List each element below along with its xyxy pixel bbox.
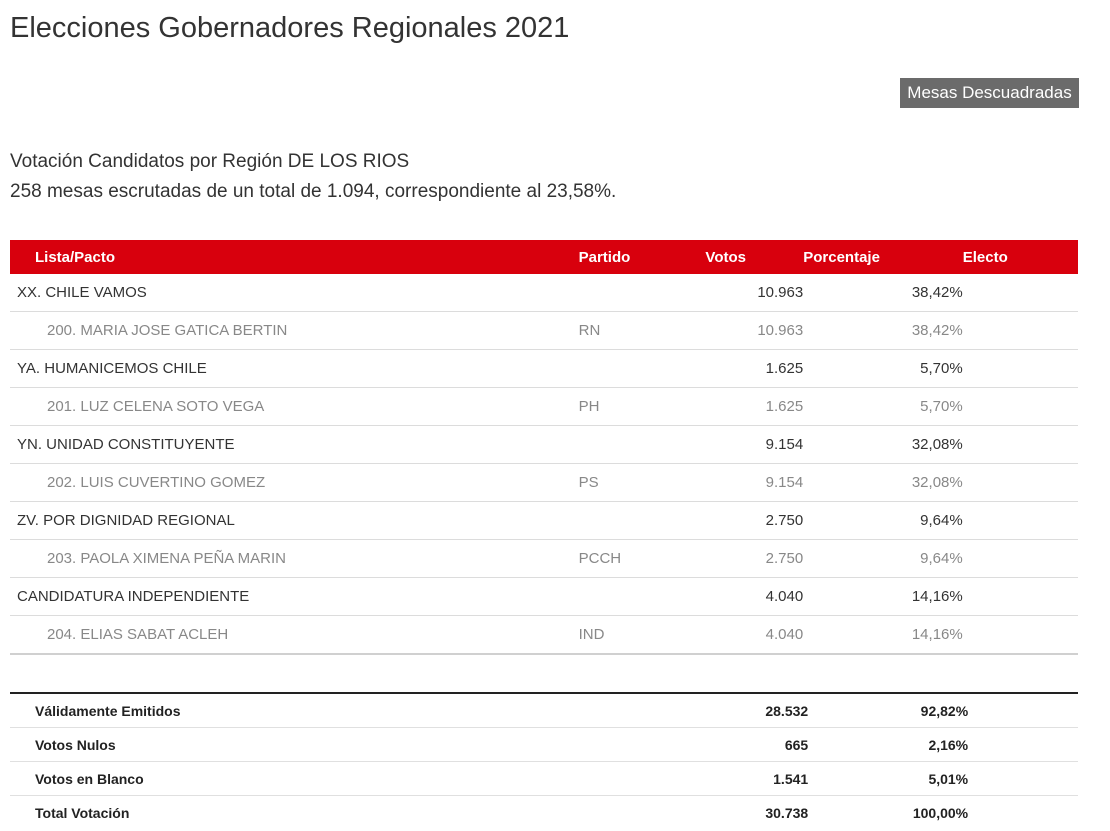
row-partido: PH bbox=[578, 387, 706, 426]
row-partido bbox=[578, 577, 706, 616]
row-partido: RN bbox=[578, 311, 706, 350]
row-name: CANDIDATURA INDEPENDIENTE bbox=[10, 577, 579, 616]
header-partido: Partido bbox=[578, 240, 706, 274]
row-votos: 4.040 bbox=[705, 615, 804, 655]
row-electo bbox=[962, 577, 1078, 616]
subtitle-mesas: 258 mesas escrutadas de un total de 1.09… bbox=[10, 181, 617, 202]
row-name: YN. UNIDAD CONSTITUYENTE bbox=[10, 425, 579, 464]
row-votos: 4.040 bbox=[705, 577, 804, 616]
totals-label: Votos en Blanco bbox=[10, 761, 584, 796]
row-electo bbox=[962, 387, 1078, 426]
totals-porcentaje: 2,16% bbox=[808, 727, 969, 762]
totals-row: Válidamente Emitidos 28.532 92,82% bbox=[10, 693, 1078, 728]
row-votos: 1.625 bbox=[705, 387, 804, 426]
row-partido: IND bbox=[578, 615, 706, 655]
totals-table: Válidamente Emitidos 28.532 92,82% Votos… bbox=[10, 692, 1078, 829]
row-votos: 9.154 bbox=[705, 463, 804, 502]
row-porcentaje: 14,16% bbox=[803, 615, 963, 655]
table-row: YA. HUMANICEMOS CHILE 1.625 5,70% bbox=[10, 349, 1078, 388]
header-porcentaje: Porcentaje bbox=[803, 240, 963, 274]
row-name: 201. LUZ CELENA SOTO VEGA bbox=[10, 387, 579, 426]
row-electo bbox=[962, 615, 1078, 655]
row-porcentaje: 32,08% bbox=[803, 425, 963, 464]
results-header-row: Lista/Pacto Partido Votos Porcentaje Ele… bbox=[10, 240, 1078, 274]
row-votos: 1.625 bbox=[705, 349, 804, 388]
results-table: Lista/Pacto Partido Votos Porcentaje Ele… bbox=[10, 240, 1078, 655]
row-partido bbox=[578, 349, 706, 388]
totals-row: Votos Nulos 665 2,16% bbox=[10, 727, 1078, 762]
row-name: ZV. POR DIGNIDAD REGIONAL bbox=[10, 501, 579, 540]
row-electo bbox=[962, 463, 1078, 502]
table-row: 201. LUZ CELENA SOTO VEGA PH 1.625 5,70% bbox=[10, 387, 1078, 426]
row-electo bbox=[962, 349, 1078, 388]
row-name: YA. HUMANICEMOS CHILE bbox=[10, 349, 579, 388]
totals-row: Total Votación 30.738 100,00% bbox=[10, 796, 1078, 830]
table-row: 203. PAOLA XIMENA PEÑA MARIN PCCH 2.750 … bbox=[10, 539, 1078, 578]
totals-label: Total Votación bbox=[35, 804, 130, 821]
row-name: 204. ELIAS SABAT ACLEH bbox=[10, 615, 579, 655]
row-votos: 10.963 bbox=[705, 274, 804, 312]
row-porcentaje: 9,64% bbox=[803, 539, 963, 578]
totals-row: Votos en Blanco 1.541 5,01% bbox=[10, 761, 1078, 796]
totals-votos: 1.541 bbox=[709, 761, 809, 796]
row-porcentaje: 38,42% bbox=[803, 274, 963, 312]
totals-porcentaje: 100,00% bbox=[912, 804, 969, 821]
table-row: 202. LUIS CUVERTINO GOMEZ PS 9.154 32,08… bbox=[10, 463, 1078, 502]
table-row: CANDIDATURA INDEPENDIENTE 4.040 14,16% bbox=[10, 577, 1078, 616]
table-row: YN. UNIDAD CONSTITUYENTE 9.154 32,08% bbox=[10, 425, 1078, 464]
page-title: Elecciones Gobernadores Regionales 2021 bbox=[10, 12, 570, 44]
totals-porcentaje: 92,82% bbox=[808, 693, 969, 728]
row-votos: 9.154 bbox=[705, 425, 804, 464]
subtitle: Votación Candidatos por Región DE LOS RI… bbox=[10, 147, 616, 207]
row-porcentaje: 9,64% bbox=[803, 501, 963, 540]
table-row: XX. CHILE VAMOS 10.963 38,42% bbox=[10, 274, 1078, 312]
subtitle-region: Votación Candidatos por Región DE LOS RI… bbox=[10, 151, 410, 172]
row-name: 202. LUIS CUVERTINO GOMEZ bbox=[10, 463, 579, 502]
totals-porcentaje: 5,01% bbox=[808, 761, 969, 796]
row-name: 200. MARIA JOSE GATICA BERTIN bbox=[10, 311, 579, 350]
mesas-descuadradas-button[interactable]: Mesas Descuadradas bbox=[900, 78, 1079, 108]
row-porcentaje: 38,42% bbox=[803, 311, 963, 350]
row-name: XX. CHILE VAMOS bbox=[10, 274, 579, 312]
row-votos: 2.750 bbox=[705, 539, 804, 578]
row-electo bbox=[962, 539, 1078, 578]
table-row: 204. ELIAS SABAT ACLEH IND 4.040 14,16% bbox=[10, 615, 1078, 655]
row-partido bbox=[578, 425, 706, 464]
row-partido bbox=[578, 501, 706, 540]
row-partido: PS bbox=[578, 463, 706, 502]
row-partido bbox=[578, 274, 706, 312]
row-votos: 10.963 bbox=[705, 311, 804, 350]
row-porcentaje: 32,08% bbox=[803, 463, 963, 502]
row-votos: 2.750 bbox=[705, 501, 804, 540]
header-votos: Votos bbox=[705, 240, 804, 274]
row-porcentaje: 5,70% bbox=[803, 387, 963, 426]
totals-label: Válidamente Emitidos bbox=[10, 693, 584, 728]
totals-label: Votos Nulos bbox=[10, 727, 584, 762]
table-row: ZV. POR DIGNIDAD REGIONAL 2.750 9,64% bbox=[10, 501, 1078, 540]
row-electo bbox=[962, 425, 1078, 464]
row-porcentaje: 14,16% bbox=[803, 577, 963, 616]
header-electo: Electo bbox=[962, 240, 1078, 274]
row-electo bbox=[962, 274, 1078, 312]
row-name: 203. PAOLA XIMENA PEÑA MARIN bbox=[10, 539, 579, 578]
table-row: 200. MARIA JOSE GATICA BERTIN RN 10.963 … bbox=[10, 311, 1078, 350]
header-lista: Lista/Pacto bbox=[10, 240, 579, 274]
row-electo bbox=[962, 501, 1078, 540]
row-electo bbox=[962, 311, 1078, 350]
row-partido: PCCH bbox=[578, 539, 706, 578]
row-porcentaje: 5,70% bbox=[803, 349, 963, 388]
totals-votos: 665 bbox=[709, 727, 809, 762]
totals-votos: 28.532 bbox=[709, 693, 809, 728]
totals-votos: 30.738 bbox=[765, 804, 809, 821]
